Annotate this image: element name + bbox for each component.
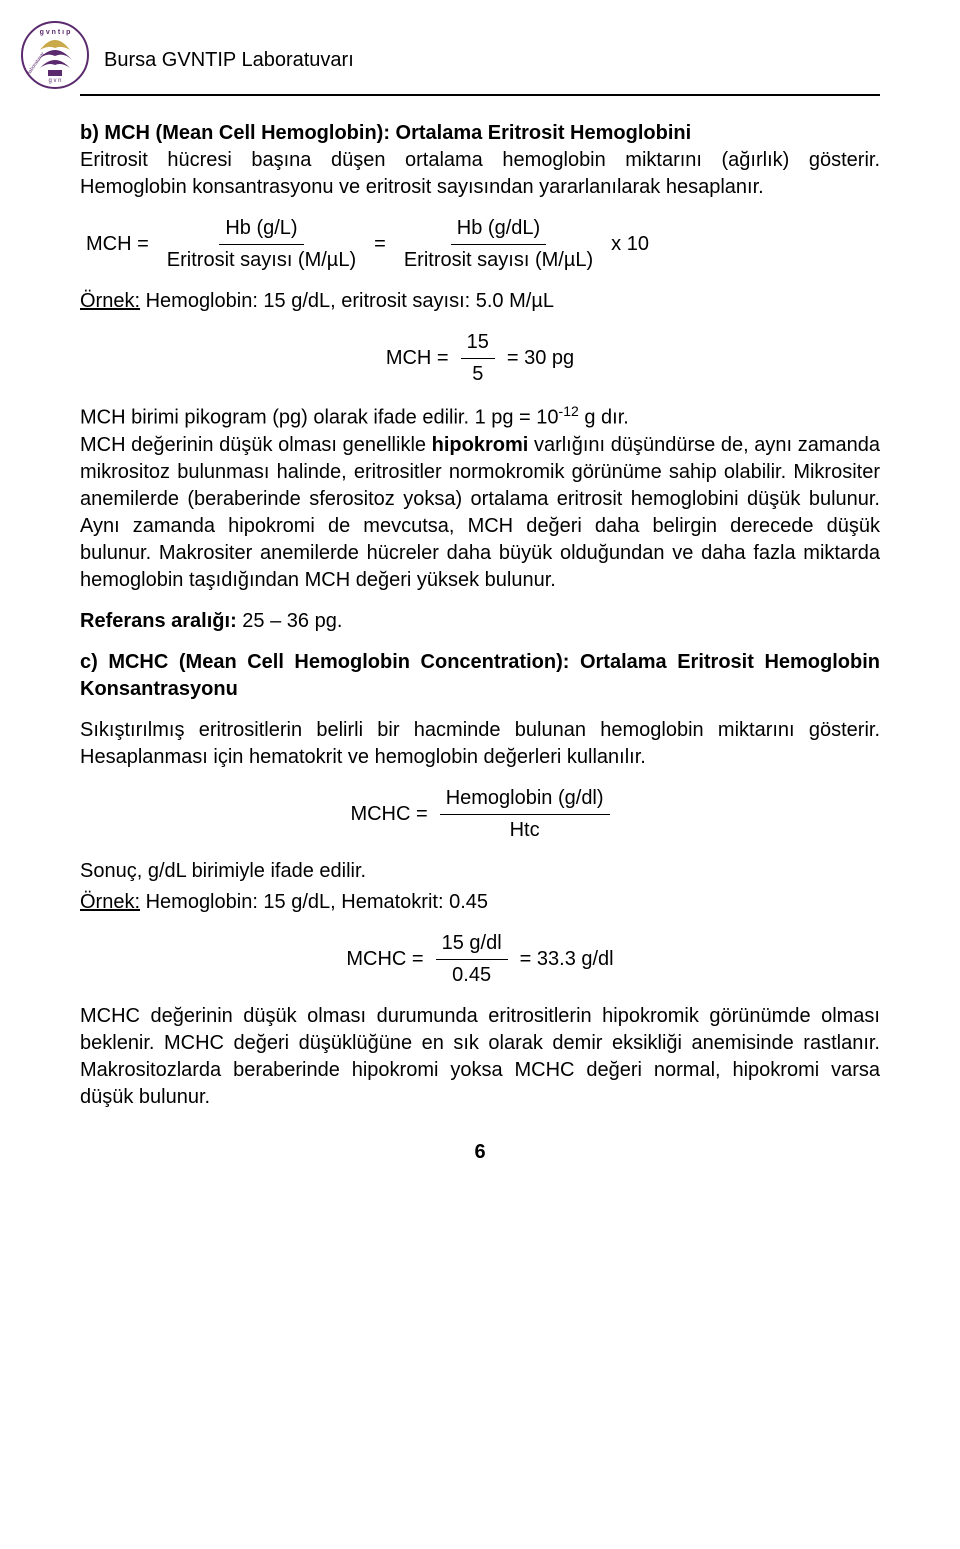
- section-b-unit-and-body: MCH birimi pikogram (pg) olarak ifade ed…: [80, 402, 880, 594]
- formula-tail: x 10: [611, 231, 649, 258]
- unit-exponent: -12: [559, 403, 579, 419]
- svg-text:g v n: g v n: [48, 78, 61, 84]
- fraction-denominator: 5: [466, 359, 489, 388]
- section-b-intro: Eritrosit hücresi başına düşen ortalama …: [80, 149, 880, 198]
- example-text: Hemoglobin: 15 g/dL, eritrosit sayısı: 5…: [140, 290, 554, 312]
- mchc-formula-2: MCHC = 15 g/dl 0.45 = 33.3 g/dl: [80, 930, 880, 989]
- body-bold-term: hipokromi: [432, 434, 529, 456]
- body-post: varlığını düşündürse de, aynı zamanda mi…: [80, 434, 880, 591]
- unit-line-pre: MCH birimi pikogram (pg) olarak ifade ed…: [80, 407, 559, 429]
- lab-name: Bursa GVNTIP Laboratuvarı: [104, 49, 354, 72]
- page-header: g v n t ı p g v n laboratuvar Bursa GVNT…: [80, 30, 880, 96]
- page-number: 6: [80, 1141, 880, 1164]
- mchc-formula-1: MCHC = Hemoglobin (g/dl) Htc: [80, 785, 880, 844]
- section-c-result-unit: Sonuç, g/dL birimiyle ifade edilir.: [80, 858, 880, 885]
- example-label: Örnek:: [80, 290, 140, 312]
- fraction-numerator: Hb (g/dL): [451, 215, 546, 245]
- section-c-title-wrap: c) MCHC (Mean Cell Hemoglobin Concentrat…: [80, 649, 880, 703]
- mch-formula-1: MCH = Hb (g/L) Eritrosit sayısı (M/µL) =…: [80, 215, 880, 274]
- document-page: g v n t ı p g v n laboratuvar Bursa GVNT…: [0, 0, 960, 1549]
- example-label: Örnek:: [80, 891, 140, 913]
- formula-fraction-2: Hb (g/dL) Eritrosit sayısı (M/µL): [398, 215, 599, 274]
- formula-lhs: MCHC =: [350, 801, 427, 828]
- fraction-denominator: Eritrosit sayısı (M/µL): [161, 245, 362, 274]
- reference-value: 25 – 36 pg.: [237, 610, 343, 632]
- formula-lhs: MCH =: [86, 231, 149, 258]
- section-b-example: Örnek: Hemoglobin: 15 g/dL, eritrosit sa…: [80, 288, 880, 315]
- section-b-heading-para: b) MCH (Mean Cell Hemoglobin): Ortalama …: [80, 120, 880, 201]
- section-b-reference: Referans aralığı: 25 – 36 pg.: [80, 608, 880, 635]
- example-text: Hemoglobin: 15 g/dL, Hematokrit: 0.45: [140, 891, 488, 913]
- unit-line-post: g dır.: [579, 407, 629, 429]
- lab-logo: g v n t ı p g v n laboratuvar: [20, 20, 90, 90]
- reference-label: Referans aralığı:: [80, 610, 237, 632]
- body-pre: MCH değerinin düşük olması genellikle: [80, 434, 432, 456]
- section-b-title: b) MCH (Mean Cell Hemoglobin): Ortalama …: [80, 122, 691, 144]
- document-body: b) MCH (Mean Cell Hemoglobin): Ortalama …: [80, 120, 880, 1111]
- fraction-denominator: Htc: [504, 815, 546, 844]
- section-c-example: Örnek: Hemoglobin: 15 g/dL, Hematokrit: …: [80, 889, 880, 916]
- mch-formula-2: MCH = 15 5 = 30 pg: [80, 329, 880, 388]
- formula-equals: =: [374, 231, 386, 258]
- fraction-denominator: 0.45: [446, 960, 497, 989]
- formula-rhs: = 30 pg: [507, 345, 574, 372]
- svg-text:g v n t ı p: g v n t ı p: [40, 29, 71, 36]
- formula-lhs: MCH =: [386, 345, 449, 372]
- fraction-numerator: Hb (g/L): [219, 215, 303, 245]
- section-c-intro: Sıkıştırılmış eritrositlerin belirli bir…: [80, 717, 880, 771]
- formula-rhs: = 33.3 g/dl: [520, 946, 614, 973]
- formula-fraction: 15 g/dl 0.45: [436, 930, 508, 989]
- fraction-denominator: Eritrosit sayısı (M/µL): [398, 245, 599, 274]
- formula-fraction-1: Hb (g/L) Eritrosit sayısı (M/µL): [161, 215, 362, 274]
- fraction-numerator: 15: [461, 329, 495, 359]
- fraction-numerator: Hemoglobin (g/dl): [440, 785, 610, 815]
- formula-fraction: Hemoglobin (g/dl) Htc: [440, 785, 610, 844]
- formula-fraction: 15 5: [461, 329, 495, 388]
- section-c-body: MCHC değerinin düşük olması durumunda er…: [80, 1003, 880, 1111]
- svg-text:laboratuvar: laboratuvar: [27, 51, 46, 75]
- section-c-title: c) MCHC (Mean Cell Hemoglobin Concentrat…: [80, 651, 880, 700]
- formula-lhs: MCHC =: [346, 946, 423, 973]
- fraction-numerator: 15 g/dl: [436, 930, 508, 960]
